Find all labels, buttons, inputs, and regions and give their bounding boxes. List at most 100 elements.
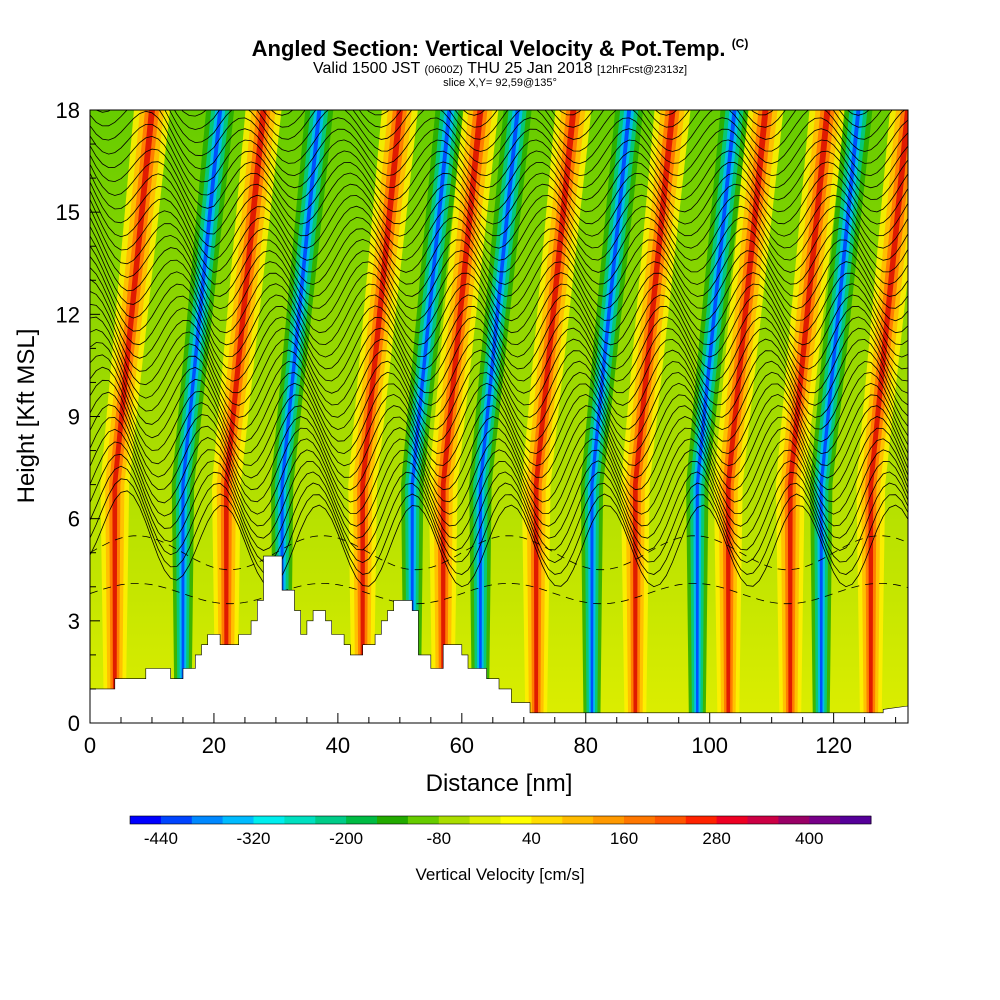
colorbar-swatch bbox=[778, 816, 810, 824]
isentrope-line bbox=[90, 490, 908, 588]
x-tick-label: 40 bbox=[326, 733, 350, 758]
colorbar-swatch bbox=[840, 816, 872, 824]
colorbar-label: -320 bbox=[236, 829, 270, 848]
colorbar-swatch bbox=[531, 816, 563, 824]
downdraft-band bbox=[686, 110, 749, 723]
downdraft-band-layer bbox=[695, 110, 737, 723]
x-axis-title: Distance [nm] bbox=[426, 770, 573, 797]
colorbar-swatch bbox=[160, 816, 193, 824]
isentrope-line bbox=[90, 267, 908, 370]
dashed-contour bbox=[90, 583, 908, 605]
colorbar-swatch bbox=[191, 816, 224, 824]
potential-temperature-contours bbox=[90, 110, 908, 605]
isentrope-line bbox=[90, 354, 908, 455]
isentrope-line bbox=[90, 278, 908, 382]
colorbar-swatch bbox=[315, 816, 347, 824]
downdraft-band bbox=[171, 110, 235, 723]
downdraft-band-layer bbox=[181, 110, 223, 723]
updraft-band-layer bbox=[787, 110, 831, 723]
colorbar-swatch bbox=[593, 816, 625, 824]
isentrope-line bbox=[90, 190, 908, 273]
isentrope-line bbox=[95, 110, 908, 165]
y-axis-title: Height [Kft MSL] bbox=[13, 329, 40, 504]
colorbar-swatch bbox=[469, 816, 501, 824]
valid-date: THU 25 Jan 2018 bbox=[467, 60, 593, 77]
y-tick-label: 6 bbox=[68, 507, 80, 532]
updraft-band-layer bbox=[725, 110, 769, 723]
valid-utc: (0600Z) bbox=[424, 64, 463, 76]
updraft-band-layer bbox=[112, 110, 155, 723]
isentrope-line bbox=[90, 316, 908, 418]
colorbar-label: -200 bbox=[329, 829, 363, 848]
isentrope-line bbox=[181, 110, 882, 128]
isentrope-line bbox=[90, 199, 908, 285]
y-tick-label: 3 bbox=[68, 609, 80, 634]
chart-title-text: Angled Section: Vertical Velocity & Pot.… bbox=[251, 36, 726, 61]
colorbar-swatch bbox=[130, 816, 162, 824]
colorbar-swatch bbox=[222, 816, 254, 824]
colorbar-label: -80 bbox=[427, 829, 452, 848]
downdraft-band-layer bbox=[819, 110, 861, 723]
colorbar-swatch bbox=[407, 816, 440, 824]
downdraft-band-layer bbox=[690, 110, 744, 723]
y-tick-label: 12 bbox=[56, 302, 80, 327]
colorbar-label: 40 bbox=[522, 829, 541, 848]
colorbar-frame bbox=[129, 815, 872, 825]
valid-prefix: Valid 1500 JST bbox=[312, 60, 420, 77]
colorbar: -440 -320 -200 -80 40 160 280 400 bbox=[129, 815, 872, 848]
downdraft-band-layer bbox=[473, 110, 527, 723]
updraft-band bbox=[521, 110, 592, 723]
downdraft-band-layer bbox=[814, 110, 868, 723]
downdraft-band-layer bbox=[590, 110, 632, 723]
isentrope-line bbox=[90, 291, 908, 394]
x-tick-label: 100 bbox=[691, 733, 728, 758]
isentrope-line bbox=[90, 404, 908, 503]
isentrope-line bbox=[90, 110, 908, 189]
terrain bbox=[90, 555, 908, 723]
slice-info: slice X,Y= 92,59@135° bbox=[443, 77, 557, 89]
isentrope-line bbox=[90, 208, 908, 297]
updraft-band-layer bbox=[533, 110, 577, 723]
isentrope-line bbox=[90, 342, 908, 443]
colorbar-label: -440 bbox=[144, 829, 178, 848]
colorbar-swatch bbox=[685, 816, 718, 824]
isentrope-line bbox=[90, 148, 908, 225]
chart-title-mark: (C) bbox=[731, 36, 749, 51]
isentrope-line bbox=[90, 391, 908, 491]
colorbar-swatch bbox=[346, 816, 378, 824]
downdraft-band-layer bbox=[478, 110, 520, 723]
downdraft-band-layer bbox=[410, 110, 452, 723]
downdraft-band bbox=[469, 110, 532, 723]
downdraft-band-layer bbox=[175, 110, 230, 723]
isentrope-line bbox=[169, 110, 906, 152]
isentrope-line bbox=[90, 417, 908, 515]
isentrope-line bbox=[90, 366, 908, 467]
isentrope-line bbox=[90, 110, 908, 177]
colorbar-title: Vertical Velocity [cm/s] bbox=[415, 865, 584, 884]
isentrope-line bbox=[174, 110, 893, 140]
downdraft-band-layer bbox=[280, 110, 322, 723]
isentrope-line bbox=[90, 235, 908, 334]
isentrope-line bbox=[90, 328, 908, 431]
y-tick-label: 15 bbox=[56, 200, 80, 225]
colorbar-label: 400 bbox=[795, 829, 823, 848]
colorbar-swatch bbox=[654, 816, 687, 824]
y-tick-label: 9 bbox=[68, 405, 80, 430]
isentrope-line bbox=[90, 124, 908, 201]
chart-subtitle: Valid 1500 JST (0600Z) THU 25 Jan 2018 [… bbox=[0, 60, 1000, 78]
isentrope-line bbox=[90, 135, 908, 213]
isentrope-line bbox=[90, 465, 908, 564]
isentrope-line bbox=[90, 245, 908, 346]
isentrope-line bbox=[90, 478, 908, 575]
colorbar-swatch bbox=[377, 816, 409, 824]
isentrope-line bbox=[90, 453, 908, 551]
x-axis: 0 20 40 60 80 100 120 bbox=[84, 713, 897, 758]
y-tick-label: 18 bbox=[56, 98, 80, 123]
x-tick-label: 120 bbox=[815, 733, 852, 758]
isentrope-line bbox=[90, 428, 908, 527]
isentrope-line bbox=[90, 226, 908, 322]
isentrope-line bbox=[90, 379, 908, 479]
chart-title: Angled Section: Vertical Velocity & Pot.… bbox=[0, 36, 1000, 62]
isentrope-line bbox=[90, 256, 908, 358]
